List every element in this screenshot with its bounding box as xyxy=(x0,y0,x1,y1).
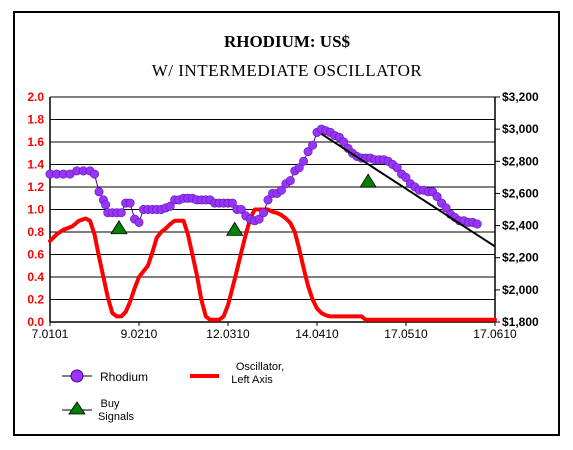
rhodium-point xyxy=(125,198,135,208)
rhodium-point xyxy=(116,208,126,218)
x-tick-label: 17.0510 xyxy=(384,327,428,341)
trend-line-group xyxy=(320,133,496,248)
rhodium-point xyxy=(392,163,402,173)
x-tick-label: 17.0610 xyxy=(473,327,517,341)
chart-title: RHODIUM: US$ xyxy=(224,32,351,51)
legend-rhodium-marker xyxy=(70,369,84,383)
trend-line xyxy=(320,133,496,248)
legend: Rhodium Oscillator, Left Axis Buy Signal… xyxy=(62,361,284,423)
legend-buy-signals: Buy Signals xyxy=(62,398,135,423)
rhodium-point xyxy=(227,198,237,208)
rhodium-point xyxy=(94,187,104,197)
rhodium-point xyxy=(276,185,286,195)
rhodium-point xyxy=(165,201,175,211)
right-tick-label: $3,000 xyxy=(502,122,539,136)
rhodium-point xyxy=(299,156,309,166)
rhodium-point xyxy=(472,219,482,229)
buy-signal-marker xyxy=(110,220,128,235)
rhodium-point xyxy=(134,217,144,227)
right-tick-label: $2,400 xyxy=(502,219,539,233)
rhodium-point xyxy=(236,205,246,215)
right-tick-label: $2,800 xyxy=(502,154,539,168)
legend-oscillator: Oscillator, Left Axis xyxy=(190,361,284,386)
legend-buy-label-2: Signals xyxy=(98,411,135,423)
right-tick-label: $1,800 xyxy=(502,315,539,329)
left-tick-label: 0.4 xyxy=(27,270,44,284)
rhodium-point xyxy=(90,169,100,179)
axes xyxy=(49,96,500,326)
left-tick-label: 0.8 xyxy=(27,225,44,239)
tick-labels: 0.0 0.2 0.4 0.6 0.8 1.0 1.2 1.4 1.6 1.8 2.0 $1,800 $… xyxy=(27,90,539,341)
left-tick-label: 0.0 xyxy=(27,315,44,329)
x-tick-label: 9.0210 xyxy=(121,327,158,341)
legend-rhodium: Rhodium xyxy=(62,369,148,384)
x-tick-label: 14.0410 xyxy=(295,327,339,341)
left-tick-label: 1.4 xyxy=(27,158,44,172)
left-tick-label: 1.8 xyxy=(27,113,44,127)
rhodium-point xyxy=(441,203,451,213)
left-tick-label: 1.6 xyxy=(27,135,44,149)
left-tick-label: 1.2 xyxy=(27,180,44,194)
chart-subtitle: W/ INTERMEDIATE OSCILLATOR xyxy=(152,61,423,80)
rhodium-point xyxy=(303,147,313,157)
left-tick-label: 0.6 xyxy=(27,248,44,262)
right-tick-label: $2,000 xyxy=(502,283,539,297)
left-tick-label: 1.0 xyxy=(27,203,44,217)
left-tick-label: 2.0 xyxy=(27,90,44,104)
x-tick-label: 12.0310 xyxy=(206,327,250,341)
buy-signal-marker xyxy=(225,221,244,236)
buy-signals-series xyxy=(110,173,377,236)
x-tick-label: 7.0101 xyxy=(32,327,69,341)
rhodium-point xyxy=(254,214,264,224)
rhodium-point xyxy=(308,140,318,150)
legend-oscillator-label-2: Left Axis xyxy=(231,374,273,386)
rhodium-point xyxy=(259,208,269,218)
rhodium-series xyxy=(45,124,482,229)
rhodium-point xyxy=(432,192,442,202)
legend-rhodium-label: Rhodium xyxy=(100,370,148,384)
right-tick-label: $3,200 xyxy=(502,90,539,104)
rhodium-point xyxy=(401,172,411,182)
rhodium-point xyxy=(101,200,111,210)
buy-signal-marker xyxy=(359,173,377,188)
rhodium-point xyxy=(294,163,304,173)
right-tick-label: $2,200 xyxy=(502,251,539,265)
left-tick-label: 0.2 xyxy=(27,293,44,307)
rhodium-point xyxy=(339,137,349,147)
legend-buy-label-1: Buy xyxy=(101,398,120,410)
legend-oscillator-label-1: Oscillator, xyxy=(236,361,284,373)
legend-buy-marker xyxy=(68,401,86,415)
rhodium-point xyxy=(263,195,273,205)
right-tick-label: $2,600 xyxy=(502,186,539,200)
rhodium-point xyxy=(285,176,295,186)
